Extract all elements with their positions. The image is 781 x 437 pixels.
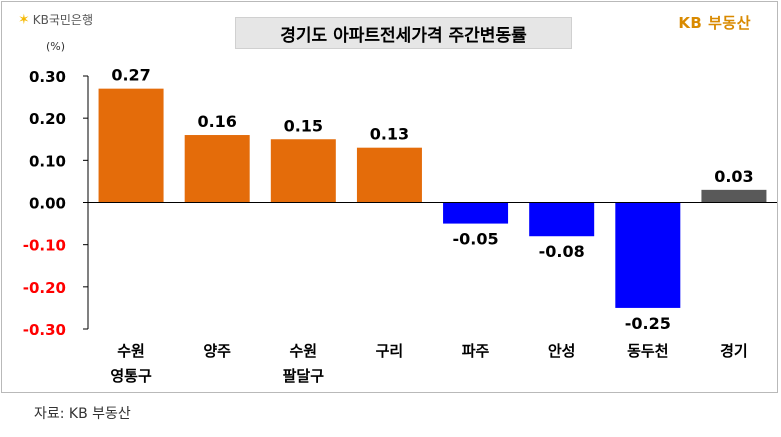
- y-tick-label: 0.30: [29, 68, 66, 86]
- y-tick-label: 0.20: [29, 110, 66, 128]
- data-label: 0.03: [714, 167, 753, 186]
- y-tick-label: -0.20: [23, 279, 66, 297]
- data-label: 0.13: [370, 125, 409, 144]
- x-tick-label: 동두천: [627, 342, 668, 360]
- data-label: 0.15: [284, 116, 323, 135]
- data-label: 0.27: [111, 66, 150, 85]
- x-tick-label: 구리: [376, 342, 404, 360]
- y-axis-unit: (%): [46, 40, 66, 53]
- x-tick-label: 파주: [462, 342, 490, 360]
- kb-realestate-logo: KB 부동산: [678, 14, 751, 32]
- data-label: 0.16: [197, 112, 236, 131]
- data-label: -0.05: [453, 230, 499, 249]
- bar: [443, 202, 509, 224]
- bar: [356, 147, 422, 203]
- y-tick-label: -0.30: [23, 321, 66, 339]
- y-tick-label: 0.10: [29, 152, 66, 170]
- x-tick-label: 안성: [548, 342, 576, 360]
- bar: [270, 139, 336, 203]
- y-tick-label: 0.00: [29, 195, 66, 213]
- data-label: -0.08: [539, 242, 585, 261]
- kb-bank-logo-text: KB국민은행: [32, 13, 93, 27]
- kb-bank-logo: ✶ KB국민은행: [18, 11, 93, 28]
- x-tick-label: 양주: [203, 342, 231, 360]
- x-tick-label: 수원: [290, 342, 318, 360]
- bar: [529, 202, 595, 237]
- x-tick-label: 영통구: [110, 367, 152, 385]
- x-tick-label: 경기: [720, 342, 748, 360]
- y-tick-label: -0.10: [23, 237, 66, 255]
- bar: [701, 189, 767, 203]
- bar: [98, 88, 164, 203]
- chart-frame: ✶ KB국민은행 KB 부동산 경기도 아파트전세가격 주간변동률 (%) 0.…: [1, 1, 778, 393]
- x-tick-label: 팔달구: [283, 367, 325, 385]
- kb-star-icon: ✶: [18, 11, 30, 28]
- source-note: 자료: KB 부동산: [34, 406, 131, 422]
- data-label: -0.25: [625, 314, 671, 333]
- chart-title: 경기도 아파트전세가격 주간변동률: [235, 17, 572, 49]
- bar: [184, 135, 250, 203]
- x-tick-label: 수원: [117, 342, 145, 360]
- bar: [615, 202, 681, 308]
- bar-chart: 0.30 0.20 0.10 0.00 -0.10 -0.20 -0.30 0.27 수원영통구…: [23, 66, 777, 385]
